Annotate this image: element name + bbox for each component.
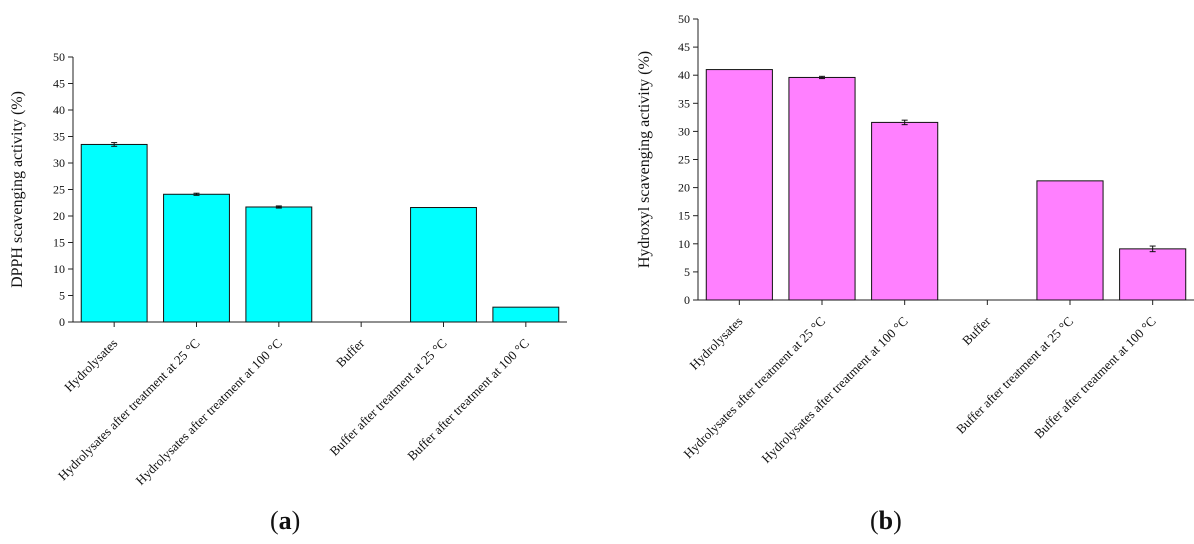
y-tick-label: 20 [678,181,690,195]
panel-caption-b: (b) [870,506,902,535]
bar [80,143,148,323]
y-tick-label: 25 [678,153,690,167]
bar [245,206,313,323]
y-tick-label: 30 [678,124,690,138]
bar [871,121,939,301]
error-bar [819,75,825,80]
y-tick-label: 0 [59,315,65,329]
y-axis-title: DPPH scavenging activity (%) [9,91,26,288]
y-tick-label: 5 [59,289,65,303]
chart-panel-a: 0 5 10 15 20 25 30 35 40 45 50 DPPH scavenging acti… [9,50,567,535]
y-axis-title: Hydroxyl scavenging activity (%) [636,51,653,268]
bar [492,306,560,323]
y-tick-label: 0 [684,293,690,307]
panel-caption-a: (a) [270,506,301,535]
y-tick-label: 35 [53,130,65,144]
y-tick-label: 35 [678,96,690,110]
bar [705,69,773,301]
x-category-label: Buffer [959,313,994,348]
x-category-label: Hydrolysates after treatment at 25 °C [680,314,828,462]
bar [788,76,856,301]
bar [163,193,230,323]
y-tick-label: 15 [53,236,65,250]
y-tick-label: 25 [53,183,65,197]
y-tick-label: 50 [53,50,65,64]
chart-a-svg: 0 5 10 15 20 25 30 35 40 45 50 DPPH scavenging acti… [9,50,567,488]
y-tick-label: 20 [53,209,65,223]
y-tick-label: 40 [678,68,690,82]
bar [410,207,477,323]
bar [1119,248,1187,301]
y-tick-label: 45 [53,77,65,91]
x-category-label: Hydrolysates [61,336,120,395]
y-tick-label: 10 [678,237,690,251]
x-category-label: Hydrolysates [686,314,745,373]
chart-panel-b: 0 5 10 15 20 25 30 35 40 45 50 Hydroxyl scavenging … [597,0,1194,544]
y-tick-label: 15 [678,209,690,223]
x-category-label: Hydrolysates after treatment at 100 °C [758,314,910,466]
x-category-label: Hydrolysates after treatment at 100 °C [133,336,285,488]
error-bar [111,142,118,147]
y-tick-label: 30 [53,156,65,170]
x-category-label: Hydrolysates after treatment at 25 °C [55,336,203,484]
y-tick-label: 5 [684,265,690,279]
y-tick-label: 50 [678,12,690,26]
y-tick-label: 40 [53,103,65,117]
x-category-label: Buffer [333,335,368,370]
y-tick-label: 45 [678,40,690,54]
bar [1036,180,1104,301]
y-tick-label: 10 [53,262,65,276]
error-bar [193,192,200,196]
error-bar [901,119,908,126]
chart-b-svg: 0 5 10 15 20 25 30 35 40 45 50 Hydroxyl scavenging … [636,12,1194,466]
error-bar [275,205,282,209]
error-bar [1149,245,1156,253]
